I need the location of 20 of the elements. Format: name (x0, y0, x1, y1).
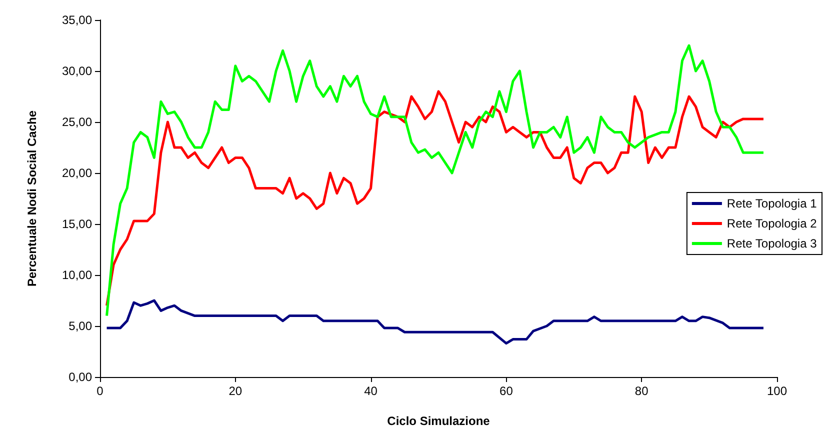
y-tick-label: 15,00 (62, 217, 92, 231)
x-tick-label: 20 (228, 384, 242, 398)
y-axis-title: Percentuale Nodi Social Cache (25, 110, 39, 287)
y-tick-label: 5,00 (68, 319, 92, 333)
y-tick-label: 0,00 (68, 370, 92, 384)
y-tick-label: 25,00 (62, 115, 92, 129)
x-tick-label: 60 (500, 384, 514, 398)
x-tick-label: 80 (634, 384, 649, 398)
legend-label: Rete Topologia 1 (726, 196, 818, 210)
legend-label: Rete Topologia 2 (726, 216, 818, 230)
y-tick-label: 20,00 (62, 166, 92, 180)
x-tick-label: 100 (766, 384, 788, 398)
x-axis-title: Ciclo Simulazione (387, 414, 490, 428)
y-tick-label: 35,00 (62, 13, 92, 27)
line-series (106, 299, 765, 345)
y-tick-label: 30,00 (62, 64, 92, 78)
x-tick-label: 40 (364, 384, 378, 398)
y-tick-label: 10,00 (62, 268, 92, 282)
legend-label: Rete Topologia 3 (726, 236, 818, 250)
x-tick-label: 0 (96, 384, 104, 398)
